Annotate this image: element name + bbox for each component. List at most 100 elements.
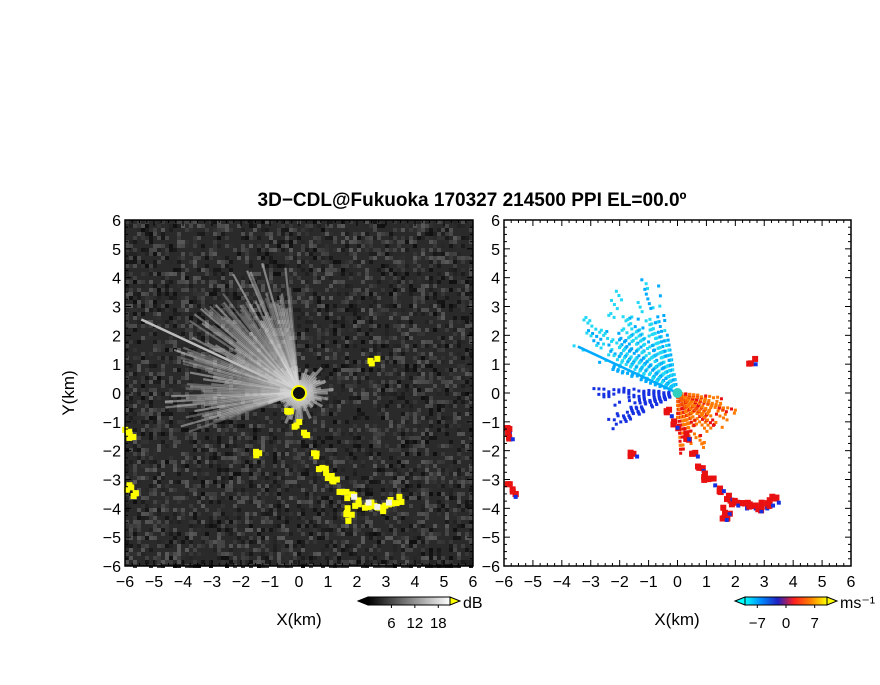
noise-cell [365,376,369,380]
noise-cell [333,452,337,456]
noise-cell [157,448,161,452]
noise-cell [441,356,445,360]
noise-cell [269,268,273,272]
noise-cell [353,444,357,448]
noise-cell [409,312,413,316]
noise-cell [349,480,353,484]
noise-cell [237,480,241,484]
noise-cell [329,320,333,324]
noise-cell [301,368,305,372]
noise-cell [337,408,341,412]
noise-cell [441,340,445,344]
noise-cell [357,376,361,380]
noise-cell [373,548,377,552]
noise-cell [429,372,433,376]
noise-cell [373,248,377,252]
x-tick-label: 1 [324,574,333,591]
noise-cell [153,264,157,268]
noise-cell [381,492,385,496]
noise-cell [345,252,349,256]
noise-cell [425,428,429,432]
velocity-approach-cell [646,347,649,350]
noise-cell [381,268,385,272]
noise-cell [297,288,301,292]
noise-cell [429,496,433,500]
noise-cell [425,296,429,300]
velocity-approach-cell [663,340,666,343]
noise-cell [341,280,345,284]
noise-cell [145,232,149,236]
noise-cell [453,512,457,516]
velocity-approach-cell [607,314,610,317]
noise-cell [389,360,393,364]
noise-cell [393,476,397,480]
noise-cell [457,300,461,304]
noise-cell [353,528,357,532]
noise-cell [461,328,465,332]
noise-cell [213,492,217,496]
noise-cell [401,288,405,292]
noise-cell [229,496,233,500]
noise-cell [429,476,433,480]
noise-cell [217,444,221,448]
noise-cell [409,248,413,252]
noise-cell [365,552,369,556]
noise-cell [457,460,461,464]
noise-cell [161,288,165,292]
noise-cell [441,508,445,512]
noise-cell [249,488,253,492]
noise-cell [281,416,285,420]
noise-cell [317,472,321,476]
noise-cell [333,396,337,400]
noise-cell [285,516,289,520]
noise-cell [453,260,457,264]
noise-cell [433,436,437,440]
noise-cell [253,504,257,508]
noise-cell [229,480,233,484]
noise-cell [421,524,425,528]
noise-cell [305,320,309,324]
noise-cell [169,416,173,420]
noise-cell [373,392,377,396]
noise-cell [325,552,329,556]
noise-cell [425,556,429,560]
noise-cell [421,440,425,444]
noise-cell [417,376,421,380]
noise-cell [289,532,293,536]
noise-cell [333,356,337,360]
noise-cell [337,520,341,524]
noise-cell [201,292,205,296]
noise-cell [429,420,433,424]
noise-cell [377,436,381,440]
noise-cell [149,412,153,416]
noise-cell [321,256,325,260]
noise-cell [221,512,225,516]
noise-cell [273,412,277,416]
noise-cell [405,452,409,456]
noise-cell [129,500,133,504]
velocity-approach-cell [613,354,616,357]
noise-cell [257,244,261,248]
noise-cell [329,428,333,432]
noise-cell [197,416,201,420]
noise-cell [225,224,229,228]
noise-cell [393,312,397,316]
noise-cell [249,500,253,504]
noise-cell [169,476,173,480]
noise-cell [309,316,313,320]
noise-cell [409,328,413,332]
noise-cell [145,476,149,480]
noise-cell [241,500,245,504]
noise-cell [457,516,461,520]
noise-cell [245,448,249,452]
noise-cell [305,496,309,500]
velocity-approach-cell [657,347,660,350]
noise-cell [157,444,161,448]
noise-cell [401,248,405,252]
noise-cell [161,348,165,352]
noise-cell [437,372,441,376]
noise-cell [153,420,157,424]
noise-cell [157,260,161,264]
noise-cell [425,508,429,512]
noise-cell [305,364,309,368]
